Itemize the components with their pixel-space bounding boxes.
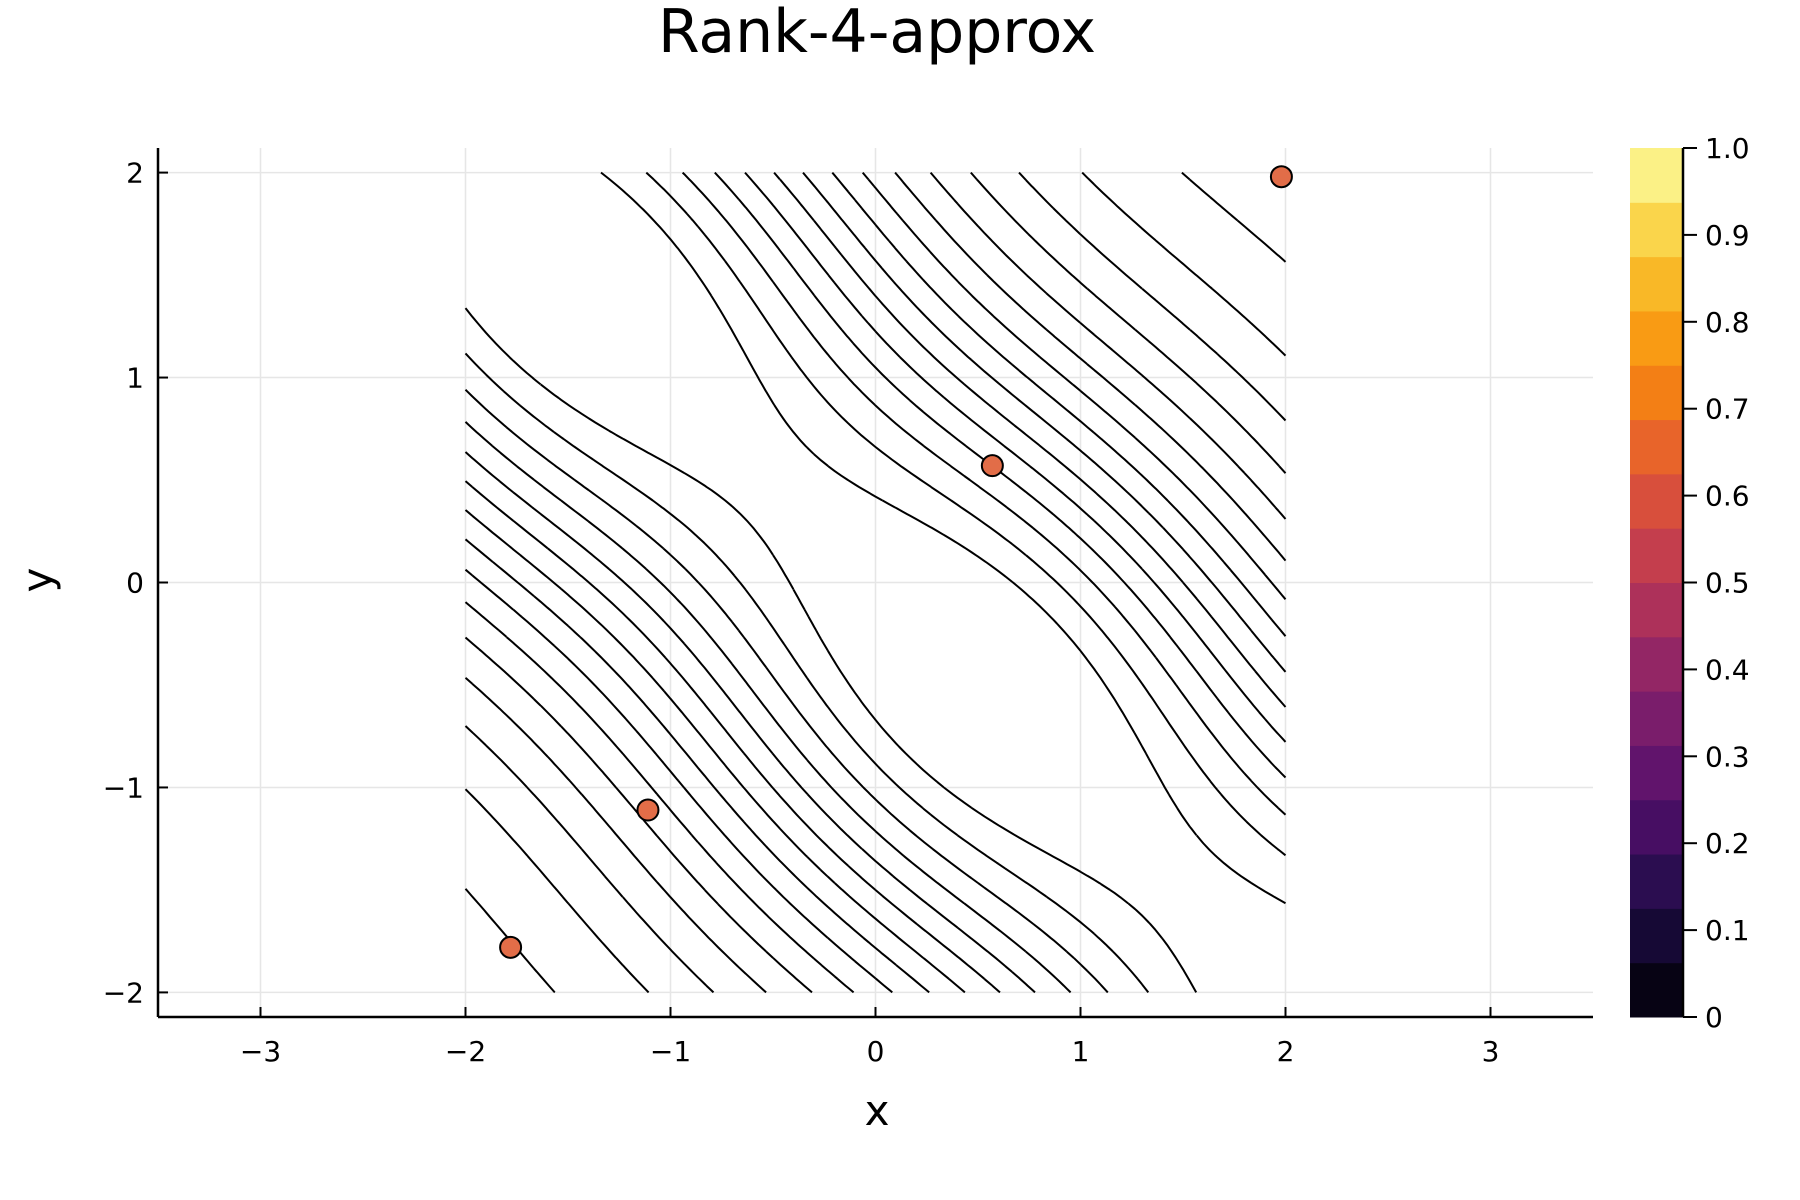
chart-title: Rank-4-approx	[658, 0, 1096, 67]
grid-lines	[158, 148, 1593, 1017]
